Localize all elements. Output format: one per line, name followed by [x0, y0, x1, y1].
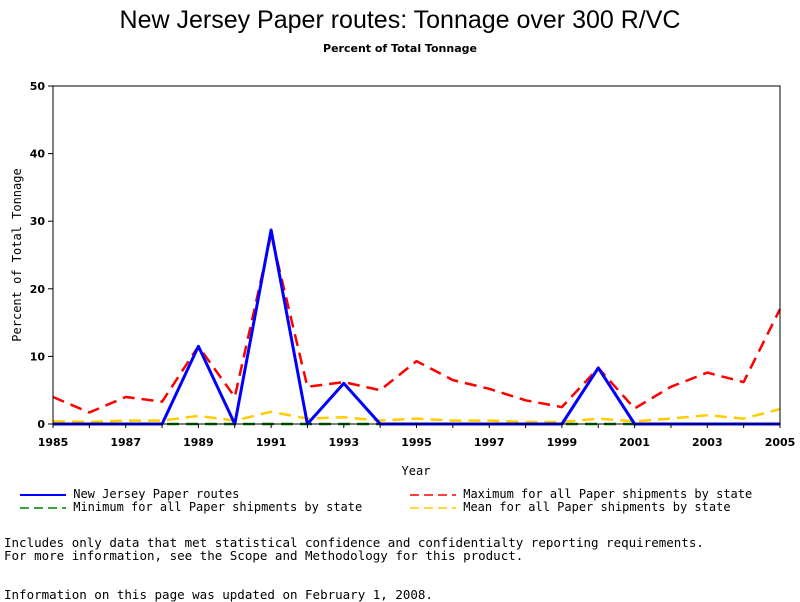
- legend-label-maximum: Maximum for all Paper shipments by state: [463, 487, 753, 501]
- legend-item-mean: Mean for all Paper shipments by state: [410, 500, 731, 514]
- chart-subtitle: Percent of Total Tonnage: [323, 42, 477, 55]
- x-tick-label: 1997: [474, 436, 505, 449]
- x-tick-label: 1993: [328, 436, 359, 449]
- note-confidence: Includes only data that met statistical …: [4, 535, 704, 550]
- series-mean: [52, 407, 781, 424]
- legend-item-minimum: Minimum for all Paper shipments by state: [20, 500, 362, 514]
- legend-label-mean: Mean for all Paper shipments by state: [463, 500, 731, 514]
- x-tick-label: 1999: [547, 436, 578, 449]
- x-tick-label: 2003: [692, 436, 723, 449]
- y-tick-label: 30: [30, 215, 46, 228]
- x-tick-label: 1987: [110, 436, 141, 449]
- y-tick-label: 0: [37, 418, 45, 431]
- legend-item-nj-routes: New Jersey Paper routes: [20, 487, 239, 501]
- y-axis-label: Percent of Total Tonnage: [10, 168, 24, 341]
- legend-swatch-nj-routes: [20, 493, 66, 496]
- x-axis-label: Year: [402, 464, 431, 478]
- note-updated: Information on this page was updated on …: [4, 587, 433, 602]
- x-tick-label: 1985: [38, 436, 69, 449]
- legend-swatch-maximum: [410, 493, 456, 496]
- legend-swatch-mean: [410, 506, 456, 509]
- legend-label-nj-routes: New Jersey Paper routes: [73, 487, 240, 501]
- x-tick-label: 2005: [765, 436, 796, 449]
- chart-title: New Jersey Paper routes: Tonnage over 30…: [119, 6, 681, 34]
- line-chart: 0 10 20 30 40 50 1985 1987 1989 1991 1993 1995 1997 1…: [10, 80, 796, 478]
- x-tick-label: 1989: [183, 436, 214, 449]
- plot-frame: [52, 85, 781, 425]
- x-tick-label: 2001: [619, 436, 650, 449]
- y-tick-label: 20: [30, 283, 46, 296]
- legend-item-maximum: Maximum for all Paper shipments by state: [410, 487, 752, 501]
- series-layer: [52, 228, 782, 426]
- series-nj-paper-routes: [53, 228, 780, 426]
- series-maximum: [52, 233, 782, 414]
- legend-label-minimum: Minimum for all Paper shipments by state: [73, 500, 363, 514]
- x-tick-label: 1995: [401, 436, 432, 449]
- ticks-layer: 0 10 20 30 40 50 1985 1987 1989 1991 1993 1995 1997 1…: [30, 80, 796, 449]
- y-tick-label: 50: [30, 80, 46, 93]
- y-tick-label: 10: [30, 350, 46, 363]
- legend-swatch-minimum: [20, 506, 66, 509]
- x-tick-label: 1991: [256, 436, 287, 449]
- note-methodology: For more information, see the Scope and …: [4, 548, 524, 563]
- y-tick-label: 40: [30, 148, 46, 161]
